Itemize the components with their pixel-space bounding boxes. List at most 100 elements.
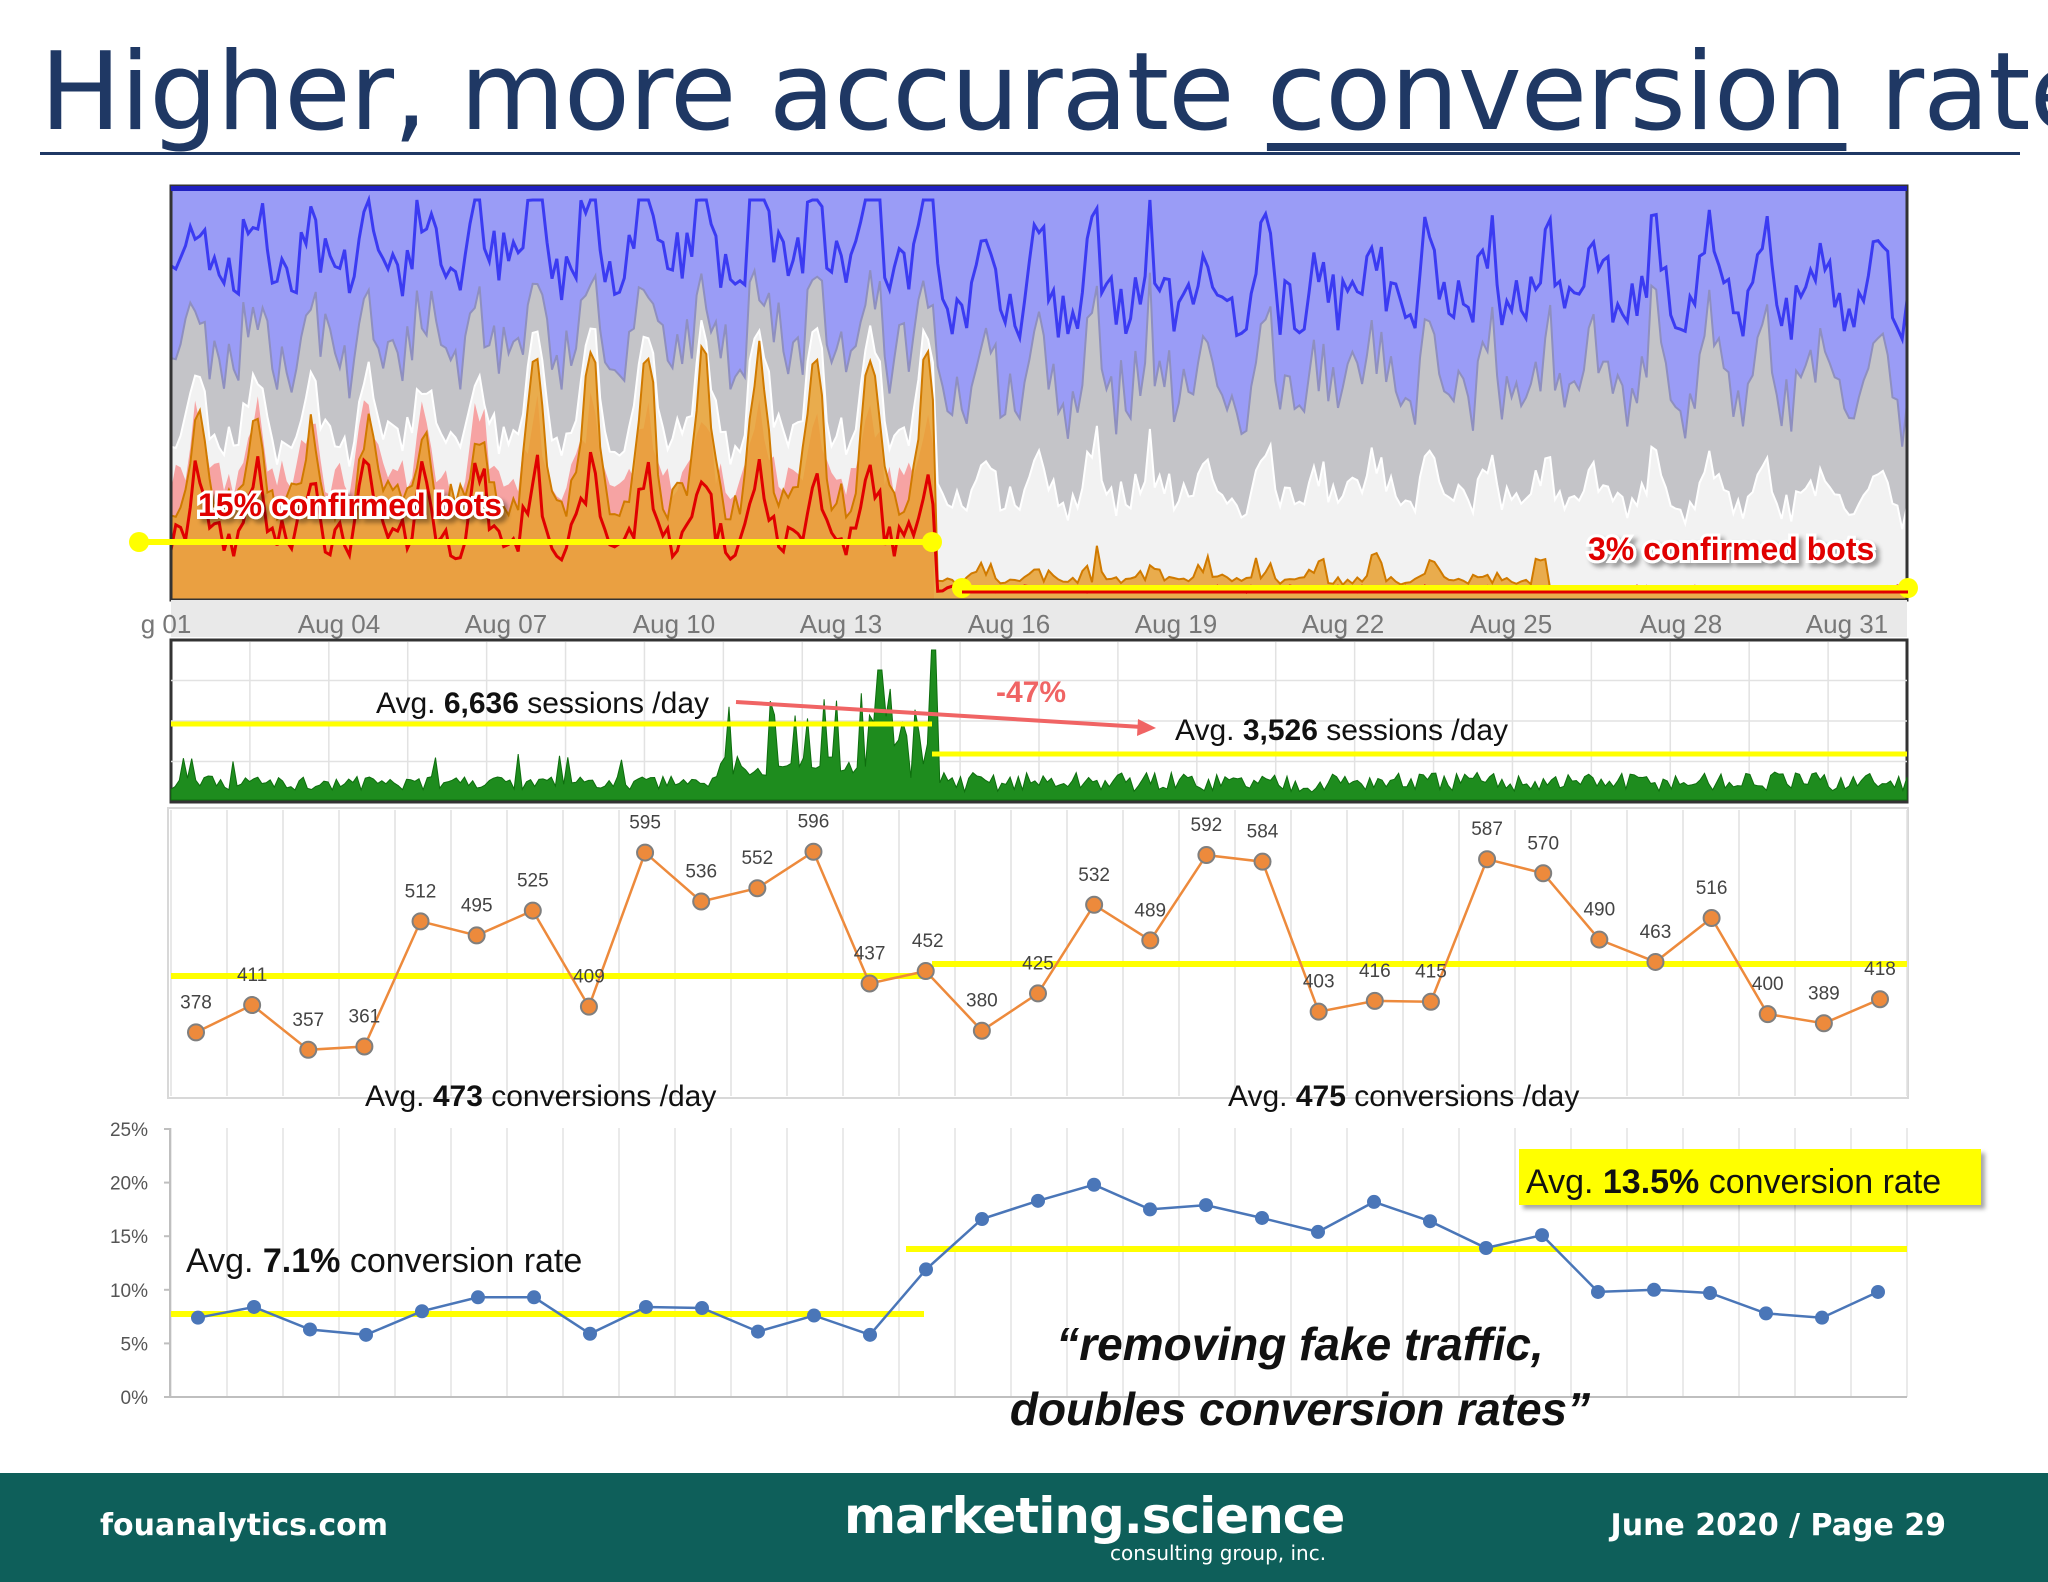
rate-point <box>807 1308 821 1323</box>
conversions-avg-after: Avg. 475 conversions /day <box>1228 1080 1579 1113</box>
conversions-data-label: 378 <box>180 992 212 1013</box>
conversions-data-label: 389 <box>1808 983 1840 1004</box>
conversions-point <box>187 1023 205 1042</box>
conversions-point <box>860 974 879 993</box>
rate-point <box>1255 1210 1269 1225</box>
title-underlined-word: conversion <box>1266 30 1847 155</box>
sessions-area <box>170 649 1908 801</box>
rate-point <box>863 1327 877 1342</box>
conversions-data-label: 437 <box>854 943 886 964</box>
conversions-point <box>1421 992 1440 1011</box>
conversions-data-label: 425 <box>1022 953 1054 974</box>
rate-point <box>247 1299 261 1314</box>
footer-website: fouanalytics.com <box>100 1508 389 1543</box>
conversions-data-label: 516 <box>1696 878 1728 899</box>
rate-after-prefix: Avg. <box>1526 1163 1603 1201</box>
conversions-data-label: 411 <box>237 965 267 986</box>
rate-point <box>1423 1214 1437 1229</box>
conversions-point <box>1309 1002 1328 1021</box>
rate-point <box>527 1290 541 1305</box>
rate-point <box>471 1290 485 1305</box>
traffic-x-tick-label: Aug 22 <box>1302 609 1384 639</box>
rate-after-suffix: conversion rate <box>1699 1163 1941 1201</box>
conversions-point <box>1029 984 1047 1003</box>
conversions-data-label: 416 <box>1359 961 1391 982</box>
sessions-before-suffix: sessions /day <box>519 687 709 720</box>
sessions-after-prefix: Avg. <box>1175 714 1243 747</box>
rate-markers <box>191 1177 1885 1342</box>
conversions-point <box>1253 852 1272 871</box>
rate-y-tick-label: 10% <box>110 1281 148 1302</box>
traffic-chart: g 01 Aug 04 Aug 07 Aug 10 Aug 13 Aug 16 Aug 19… <box>129 184 1918 639</box>
rate-after-value: 13.5% <box>1603 1163 1699 1201</box>
rate-point <box>975 1212 989 1227</box>
conversions-data-label: 490 <box>1583 900 1615 921</box>
rate-before-prefix: Avg. <box>186 1242 263 1280</box>
rate-avg-before: Avg. 7.1% conversion rate <box>186 1242 582 1280</box>
rate-avg-after: Avg. 13.5% conversion rate <box>1526 1163 1941 1201</box>
sessions-avg-after: Avg. 3,526 sessions /day <box>1175 714 1508 747</box>
conversions-point <box>692 892 711 911</box>
conversions-data-label: 400 <box>1752 974 1784 995</box>
traffic-x-tick-label: Aug 31 <box>1806 609 1888 639</box>
quote-line-2: doubles conversion rates” <box>1010 1383 1590 1435</box>
x-axis-band <box>171 600 1907 637</box>
conversions-before-suffix: conversions /day <box>483 1080 716 1113</box>
conversions-data-label: 418 <box>1864 959 1896 980</box>
conversions-after-value: 475 <box>1296 1080 1346 1113</box>
footer-bar: fouanalytics.com marketing.science consu… <box>0 1473 2048 1582</box>
sessions-chart: -47% Avg. 6,636 sessions /day Avg. 3,526… <box>169 638 1909 804</box>
traffic-total-line <box>170 194 1909 345</box>
rate-point <box>303 1322 317 1337</box>
conversions-point <box>972 1021 991 1040</box>
rate-point <box>695 1301 709 1316</box>
conversions-point <box>1814 1014 1833 1033</box>
rate-point <box>583 1326 597 1341</box>
conversions-data-label: 570 <box>1527 833 1559 854</box>
conversions-point <box>579 997 598 1016</box>
rate-point <box>1759 1306 1773 1321</box>
slide-title: Higher, more accurate conversion rates <box>40 28 2048 158</box>
conversions-data-label: 495 <box>461 895 493 916</box>
traffic-x-tick-label: Aug 04 <box>298 609 380 639</box>
conversions-before-value: 473 <box>433 1080 483 1113</box>
rate-before-value: 7.1% <box>263 1242 341 1280</box>
conversions-point <box>1141 931 1160 950</box>
title-rule <box>40 152 2020 155</box>
conversions-point <box>1085 895 1104 914</box>
sessions-change-label: -47% <box>996 676 1066 709</box>
rate-point <box>1535 1228 1549 1243</box>
rate-point <box>919 1262 933 1277</box>
conversions-point <box>1646 952 1665 971</box>
rate-avg-after-box <box>1519 1149 1981 1205</box>
conversions-data-label: 361 <box>349 1006 381 1027</box>
sessions-after-value: 3,526 <box>1243 714 1318 747</box>
rate-point <box>191 1310 205 1325</box>
traffic-x-tick-label: Aug 13 <box>800 609 882 639</box>
sessions-avg-before: Avg. 6,636 sessions /day <box>376 687 709 720</box>
conversions-data-label: 357 <box>292 1010 324 1031</box>
conversions-data-label: 512 <box>405 881 437 902</box>
footer-brand-subtitle: consulting group, inc. <box>1110 1541 1327 1565</box>
rate-y-tick-label: 0% <box>121 1388 149 1409</box>
conversions-point <box>1702 909 1721 928</box>
conversions-data-label: 595 <box>629 813 661 834</box>
rate-point <box>1647 1282 1661 1297</box>
conversions-point <box>1365 991 1384 1010</box>
conversions-after-prefix: Avg. <box>1228 1080 1296 1113</box>
conversions-data-label: 592 <box>1191 815 1223 836</box>
footer-brand-logo: marketing.science <box>844 1487 1345 1545</box>
conversions-data-label: 409 <box>573 967 605 988</box>
title-part-1: Higher, more accurate <box>40 30 1267 155</box>
rate-point <box>1199 1198 1213 1213</box>
conversions-data-label: 489 <box>1134 900 1166 921</box>
conversions-data-label: 403 <box>1303 972 1335 993</box>
conversions-point <box>1197 846 1216 865</box>
conversions-point <box>467 926 486 945</box>
footer-date-page: June 2020 / Page 29 <box>1610 1508 1946 1543</box>
rate-point <box>751 1324 765 1339</box>
conversions-after-suffix: conversions /day <box>1346 1080 1579 1113</box>
conversions-data-label: 532 <box>1078 865 1110 886</box>
conversions-data-label: 536 <box>685 861 717 882</box>
conversions-chart-bg <box>167 807 1909 1099</box>
